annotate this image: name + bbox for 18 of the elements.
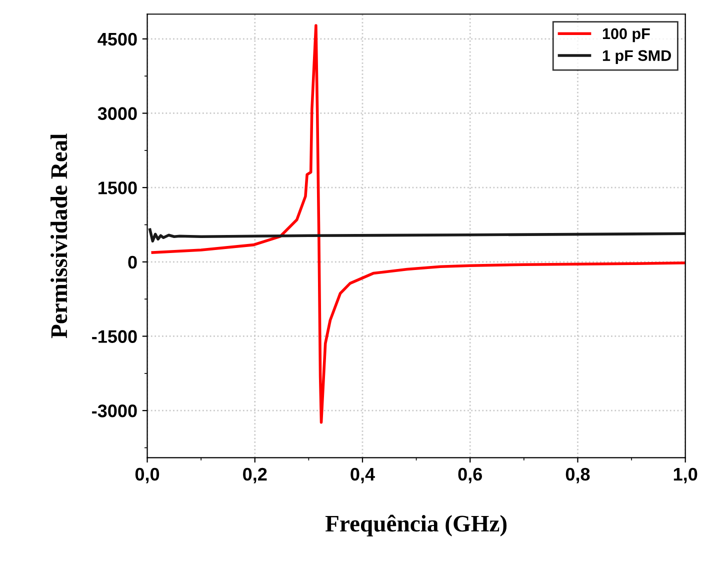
y-tick-label: 1500 (98, 182, 137, 194)
x-axis-title: Frequência (GHz) (325, 514, 507, 536)
y-tick-label: 4500 (98, 32, 137, 46)
y-tick-label: -1500 (92, 330, 137, 343)
legend-label: 1 pF SMD (602, 50, 671, 64)
y-tick-label: -3000 (92, 404, 137, 418)
x-tick-label: 0,0 (135, 468, 160, 484)
x-tick-label: 0,4 (350, 468, 375, 484)
y-axis-title: Permissividade Real (50, 134, 68, 338)
y-tick-label: 0 (128, 256, 137, 269)
x-tick-label: 0,2 (243, 468, 267, 484)
line-series (151, 24, 686, 424)
legend-label: 100 pF (602, 28, 650, 42)
x-tick-label: 0,6 (458, 468, 482, 484)
y-tick-label: 3000 (98, 107, 137, 120)
x-tick-label: 1,0 (674, 468, 698, 484)
x-tick-label: 0,8 (566, 468, 590, 484)
line-series (148, 228, 686, 242)
